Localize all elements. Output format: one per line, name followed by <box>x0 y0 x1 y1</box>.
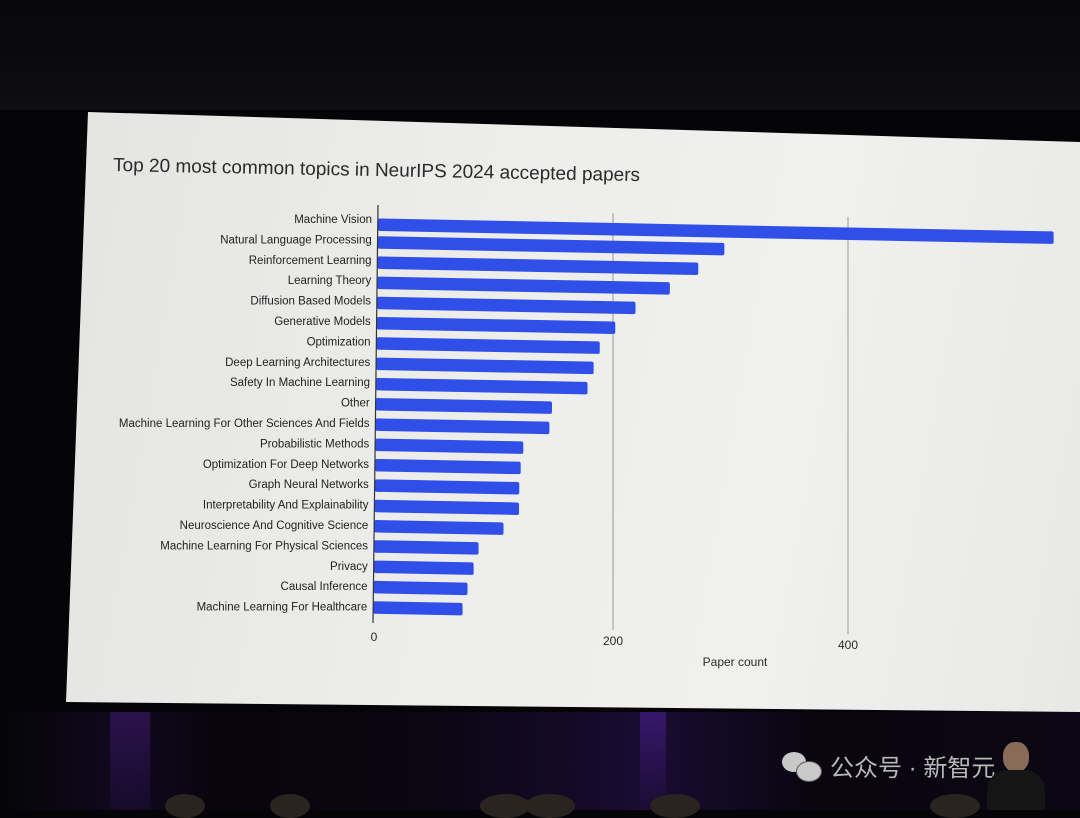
category-label: Reinforcement Learning <box>249 255 372 267</box>
projection-screen <box>66 112 1080 712</box>
category-label: Machine Learning For Physical Sciences <box>160 540 368 552</box>
watermark: 公众号 · 新智元 <box>782 748 995 783</box>
bar <box>376 357 594 375</box>
bar <box>374 479 520 495</box>
category-label: Machine Learning For Other Sciences And … <box>119 418 370 430</box>
bar <box>378 218 1054 244</box>
audience-head <box>930 794 980 818</box>
gridlines <box>612 213 849 634</box>
bar <box>375 418 550 435</box>
bar <box>374 499 520 515</box>
category-label: Other <box>341 398 370 410</box>
x-tick-label: 200 <box>603 634 623 648</box>
audience-head <box>165 794 205 818</box>
x-axis-ticks: 0 200 400 <box>371 630 859 652</box>
y-axis-line <box>372 204 379 624</box>
stage-background <box>0 0 1080 110</box>
x-tick-label: 400 <box>838 638 858 652</box>
watermark-text: 公众号 · 新智元 <box>830 755 996 782</box>
audience-head <box>480 794 530 818</box>
presenter <box>985 742 1045 810</box>
bar <box>375 458 521 475</box>
category-label: Causal Inference <box>281 581 368 593</box>
category-label: Deep Learning Architectures <box>225 357 370 369</box>
category-label: Machine Vision <box>294 214 372 226</box>
stage-light <box>640 712 666 810</box>
category-label: Graph Neural Networks <box>249 479 369 491</box>
bars <box>373 218 1054 616</box>
bar <box>373 560 474 575</box>
bar <box>374 540 479 555</box>
stage-light <box>110 712 150 810</box>
category-label: Learning Theory <box>288 275 372 287</box>
x-axis-label: Paper count <box>703 655 768 669</box>
category-label: Probabilistic Methods <box>260 438 370 450</box>
bar <box>376 337 600 354</box>
bar <box>376 316 616 334</box>
bar <box>374 520 504 535</box>
audience-head <box>270 794 310 818</box>
bar <box>377 236 725 256</box>
chart-title: Top 20 most common topics in NeurIPS 202… <box>113 155 640 186</box>
category-label: Generative Models <box>274 316 371 328</box>
stage-curtain <box>0 712 1080 810</box>
category-label: Natural Language Processing <box>220 234 372 246</box>
audience-head <box>650 794 700 818</box>
audience-head <box>525 794 575 818</box>
category-label: Diffusion Based Models <box>250 296 371 308</box>
category-label: Optimization For Deep Networks <box>203 459 369 471</box>
category-labels: Machine Vision Natural Language Processin… <box>119 214 372 614</box>
bar <box>373 580 468 596</box>
bar <box>377 296 636 315</box>
x-tick-label: 0 <box>371 630 378 644</box>
bar <box>375 398 552 414</box>
bar <box>376 377 588 395</box>
category-label: Safety In Machine Learning <box>230 377 370 389</box>
wechat-icon <box>782 750 822 782</box>
bar <box>377 256 699 276</box>
bar <box>377 276 670 295</box>
category-label: Machine Learning For Healthcare <box>197 602 368 614</box>
bar <box>375 438 524 454</box>
category-label: Interpretability And Explainability <box>203 500 369 512</box>
category-label: Privacy <box>330 561 368 573</box>
category-label: Optimization <box>307 336 371 348</box>
bar <box>373 601 463 616</box>
category-label: Neuroscience And Cognitive Science <box>180 520 369 532</box>
